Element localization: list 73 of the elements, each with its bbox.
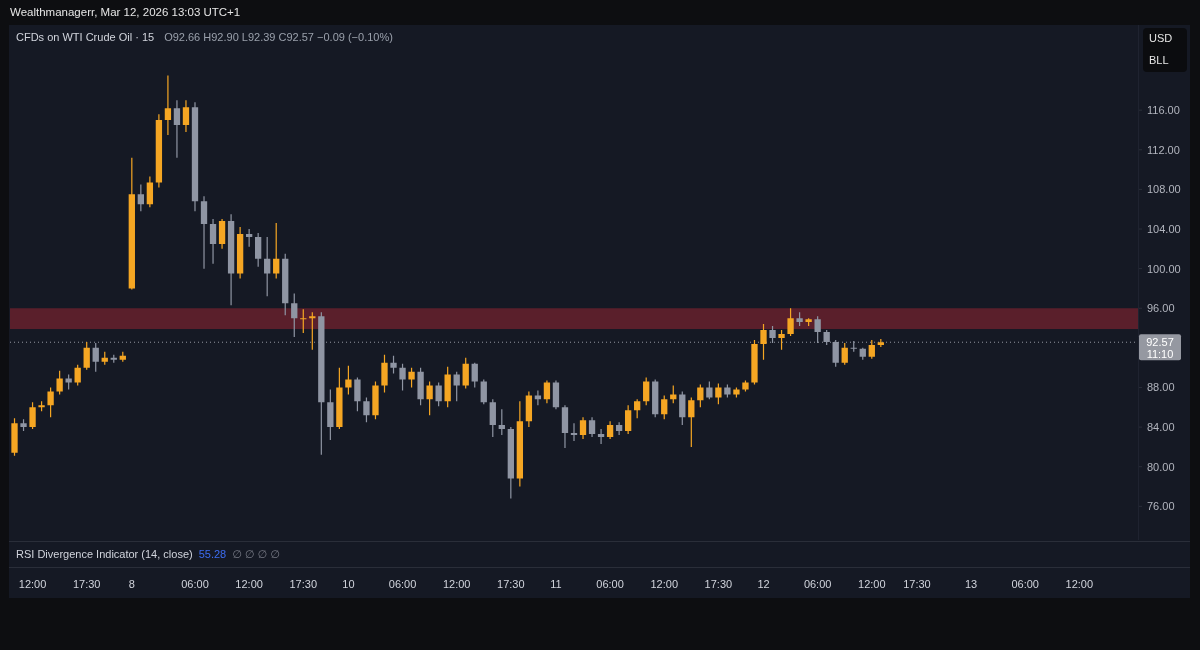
ref-line-label: 92.57	[1146, 336, 1174, 349]
candlestick	[327, 389, 334, 440]
x-tick-label: 12	[757, 578, 770, 590]
x-tick-label: 17:30	[497, 578, 525, 590]
candlestick	[760, 324, 767, 360]
candlestick	[200, 196, 208, 269]
candlestick	[796, 312, 803, 327]
candlestick	[336, 367, 343, 430]
x-tick-label: 17:30	[903, 578, 931, 590]
candlestick	[715, 383, 722, 405]
candlestick	[399, 363, 406, 391]
candlestick	[173, 100, 181, 158]
x-tick-label: 12:00	[442, 578, 471, 590]
y-tick-label: 80.00	[1147, 460, 1175, 473]
candlestick	[363, 397, 370, 423]
text: RSI Divergence Indicator (14, close)	[16, 548, 193, 560]
candlestick	[751, 339, 758, 385]
x-tick-label: 8	[128, 578, 135, 590]
candlestick	[787, 308, 794, 336]
candlestick	[733, 387, 740, 398]
candlestick	[778, 330, 785, 350]
x-tick-label: 12:00	[18, 578, 47, 590]
y-tick-label: 112.00	[1147, 143, 1180, 156]
candlestick	[47, 387, 54, 418]
text: USD	[1149, 32, 1173, 44]
x-tick-label: 12:00	[858, 578, 886, 590]
candlestick	[706, 381, 713, 400]
candlestick	[570, 423, 578, 441]
x-tick-label: 06:00	[388, 578, 417, 590]
text: CFDs on WTI Crude Oil · 15	[16, 31, 155, 43]
candlestick	[408, 367, 415, 388]
candlestick	[724, 384, 731, 398]
candlestick	[372, 381, 379, 420]
candlestick	[164, 75, 172, 135]
x-tick-label: 17:30	[704, 578, 733, 590]
y-tick-label: 100.00	[1147, 262, 1181, 275]
candlestick	[534, 390, 542, 406]
x-tick-label: 12:00	[650, 578, 679, 590]
candlestick	[390, 355, 397, 374]
text: ∅ ∅ ∅ ∅	[232, 548, 280, 560]
x-tick-label: 12:00	[1065, 578, 1094, 590]
candlestick	[805, 318, 812, 327]
text: Wealthmanagerr, Mar 12, 2026 13:03 UTC+1	[10, 6, 241, 18]
y-tick-label: 96.00	[1147, 302, 1175, 315]
x-tick-label: 06:00	[181, 578, 209, 590]
text: O92.66 H92.90 L92.39 C92.57 −0.09 (−0.10%)	[164, 31, 393, 43]
x-tick-label: 06:00	[596, 578, 624, 590]
candlestick	[29, 402, 36, 430]
candlestick	[209, 219, 217, 264]
y-tick-label: 108.00	[1147, 183, 1181, 196]
y-tick-label: 84.00	[1147, 421, 1175, 434]
x-tick-label: 06:00	[803, 578, 832, 590]
candlestick	[417, 367, 424, 406]
x-tick-label: 06:00	[1011, 578, 1039, 590]
text: 55.28	[198, 548, 227, 560]
x-tick-label: 17:30	[289, 578, 318, 590]
candlestick	[381, 354, 388, 393]
candlestick	[182, 100, 190, 132]
candlestick	[597, 429, 605, 444]
candlestick	[20, 419, 27, 432]
y-tick-label: 104.00	[1147, 223, 1181, 236]
text: BLL	[1149, 54, 1169, 66]
x-tick-label: 13	[964, 578, 978, 590]
x-tick-label: 10	[342, 578, 355, 590]
x-tick-label: 17:30	[72, 578, 101, 590]
y-tick-label: 88.00	[1147, 381, 1175, 394]
text: 11:10	[1146, 348, 1174, 361]
x-tick-label: 11	[550, 578, 562, 590]
x-tick-label: 12:00	[235, 578, 263, 590]
y-tick-label: 116.00	[1147, 104, 1180, 117]
candlestick	[38, 401, 45, 412]
candlestick	[11, 418, 18, 456]
y-tick-label: 76.00	[1147, 500, 1175, 513]
